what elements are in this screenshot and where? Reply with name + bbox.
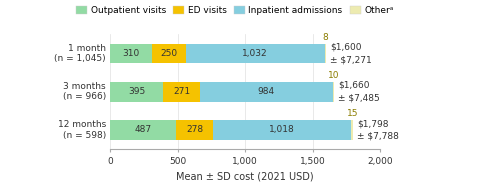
Text: 15: 15: [346, 109, 358, 118]
Text: 278: 278: [186, 125, 203, 134]
Legend: Outpatient visits, ED visits, Inpatient admissions, Otherᵃ: Outpatient visits, ED visits, Inpatient …: [73, 3, 397, 19]
Text: $1,798
± $7,788: $1,798 ± $7,788: [357, 119, 399, 141]
Text: 395: 395: [128, 87, 146, 96]
Bar: [200, 82, 333, 102]
Text: 984: 984: [258, 87, 275, 96]
Bar: [176, 120, 214, 140]
Bar: [186, 44, 325, 63]
Text: 487: 487: [134, 125, 152, 134]
Text: 10: 10: [328, 71, 340, 80]
Text: 250: 250: [160, 49, 178, 58]
Text: 8: 8: [323, 33, 328, 42]
Bar: [350, 120, 352, 140]
Bar: [333, 82, 334, 102]
Text: 1,018: 1,018: [269, 125, 295, 134]
X-axis label: Mean ± SD cost (2021 USD): Mean ± SD cost (2021 USD): [176, 171, 314, 181]
Text: 1,032: 1,032: [242, 49, 268, 58]
Bar: [110, 120, 176, 140]
Bar: [325, 44, 326, 63]
Text: 310: 310: [122, 49, 140, 58]
Bar: [110, 82, 164, 102]
Bar: [214, 120, 350, 140]
Bar: [110, 44, 152, 63]
Text: 271: 271: [173, 87, 190, 96]
Bar: [164, 82, 200, 102]
Bar: [152, 44, 186, 63]
Text: $1,600
± $7,271: $1,600 ± $7,271: [330, 43, 372, 64]
Text: $1,660
± $7,485: $1,660 ± $7,485: [338, 81, 380, 102]
